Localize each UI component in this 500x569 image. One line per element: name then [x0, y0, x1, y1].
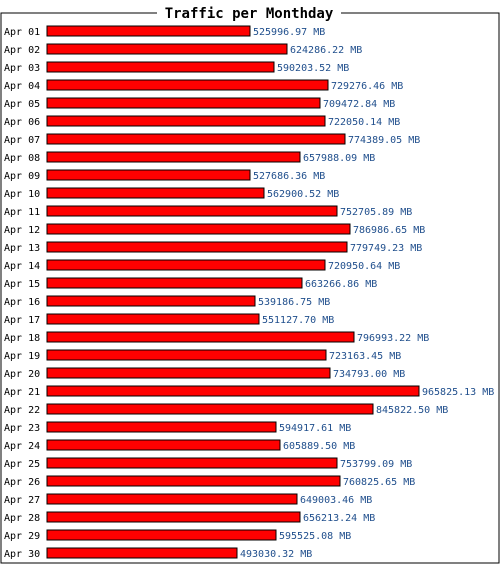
value-label: 590203.52 MB: [277, 63, 349, 74]
value-label: 562900.52 MB: [267, 189, 339, 200]
category-label: Apr 25: [4, 459, 40, 470]
value-label: 722050.14 MB: [328, 117, 400, 128]
value-label: 525996.97 MB: [253, 27, 325, 38]
category-label: Apr 14: [4, 261, 40, 272]
category-label: Apr 02: [4, 45, 40, 56]
category-label: Apr 20: [4, 369, 40, 380]
category-label: Apr 12: [4, 225, 40, 236]
bar: [46, 43, 288, 55]
value-label: 594917.61 MB: [279, 423, 351, 434]
value-label: 729276.46 MB: [331, 81, 403, 92]
category-label: Apr 24: [4, 441, 40, 452]
category-label: Apr 01: [4, 27, 40, 38]
value-label: 709472.84 MB: [323, 99, 395, 110]
bar: [46, 151, 301, 163]
value-label: 624286.22 MB: [290, 45, 362, 56]
category-label: Apr 05: [4, 99, 40, 110]
bar: [46, 331, 355, 343]
value-label: 779749.23 MB: [350, 243, 422, 254]
category-label: Apr 19: [4, 351, 40, 362]
value-label: 760825.65 MB: [343, 477, 415, 488]
category-label: Apr 23: [4, 423, 40, 434]
value-label: 539186.75 MB: [258, 297, 330, 308]
value-label: 774389.05 MB: [348, 135, 420, 146]
bar: [46, 439, 281, 451]
bar: [46, 295, 256, 307]
category-label: Apr 13: [4, 243, 40, 254]
category-label: Apr 18: [4, 333, 40, 344]
value-label: 527686.36 MB: [253, 171, 325, 182]
value-label: 752705.89 MB: [340, 207, 412, 218]
value-label: 656213.24 MB: [303, 513, 375, 524]
value-label: 845822.50 MB: [376, 405, 448, 416]
category-label: Apr 10: [4, 189, 40, 200]
category-label: Apr 30: [4, 549, 40, 560]
value-label: 753799.09 MB: [340, 459, 412, 470]
category-label: Apr 16: [4, 297, 40, 308]
bar: [46, 133, 346, 145]
category-label: Apr 06: [4, 117, 40, 128]
bar: [46, 511, 301, 523]
value-label: 796993.22 MB: [357, 333, 429, 344]
chart-title: Traffic per Monthday: [165, 6, 334, 22]
category-label: Apr 17: [4, 315, 40, 326]
bar: [46, 223, 351, 235]
title-background: [157, 5, 341, 21]
value-label: 595525.08 MB: [279, 531, 351, 542]
bar: [46, 547, 238, 559]
bar: [46, 205, 338, 217]
bar: [46, 475, 341, 487]
bar: [46, 277, 303, 289]
category-label: Apr 03: [4, 63, 40, 74]
bar: [46, 529, 277, 541]
bar: [46, 115, 326, 127]
value-label: 493030.32 MB: [240, 549, 312, 560]
category-label: Apr 08: [4, 153, 40, 164]
value-label: 551127.70 MB: [262, 315, 334, 326]
bar: [46, 403, 374, 415]
category-label: Apr 29: [4, 531, 40, 542]
value-label: 657988.09 MB: [303, 153, 375, 164]
category-label: Apr 07: [4, 135, 40, 146]
bar: [46, 169, 251, 181]
bar: [46, 25, 251, 37]
bar: [46, 385, 420, 397]
value-label: 723163.45 MB: [329, 351, 401, 362]
category-label: Apr 28: [4, 513, 40, 524]
bar: [46, 79, 329, 91]
value-label: 965825.13 MB: [422, 387, 494, 398]
bar: [46, 241, 348, 253]
category-label: Apr 21: [4, 387, 40, 398]
value-label: 663266.86 MB: [305, 279, 377, 290]
bar: [46, 61, 275, 73]
value-label: 649003.46 MB: [300, 495, 372, 506]
bar-rows: Apr 01 525996.97 MB Apr 02 624286.22 MB Apr …: [4, 25, 494, 560]
bar: [46, 349, 327, 361]
bar: [46, 421, 277, 433]
value-label: 734793.00 MB: [333, 369, 405, 380]
category-label: Apr 22: [4, 405, 40, 416]
bar: [46, 97, 321, 109]
bar: [46, 457, 338, 469]
category-label: Apr 09: [4, 171, 40, 182]
bar: [46, 187, 265, 199]
value-label: 786986.65 MB: [353, 225, 425, 236]
category-label: Apr 27: [4, 495, 40, 506]
value-label: 720950.64 MB: [328, 261, 400, 272]
bar: [46, 493, 298, 505]
category-label: Apr 26: [4, 477, 40, 488]
category-label: Apr 15: [4, 279, 40, 290]
value-label: 605889.50 MB: [283, 441, 355, 452]
category-label: Apr 11: [4, 207, 40, 218]
bar: [46, 313, 260, 325]
bar: [46, 367, 331, 379]
category-label: Apr 04: [4, 81, 40, 92]
bar: [46, 259, 326, 271]
